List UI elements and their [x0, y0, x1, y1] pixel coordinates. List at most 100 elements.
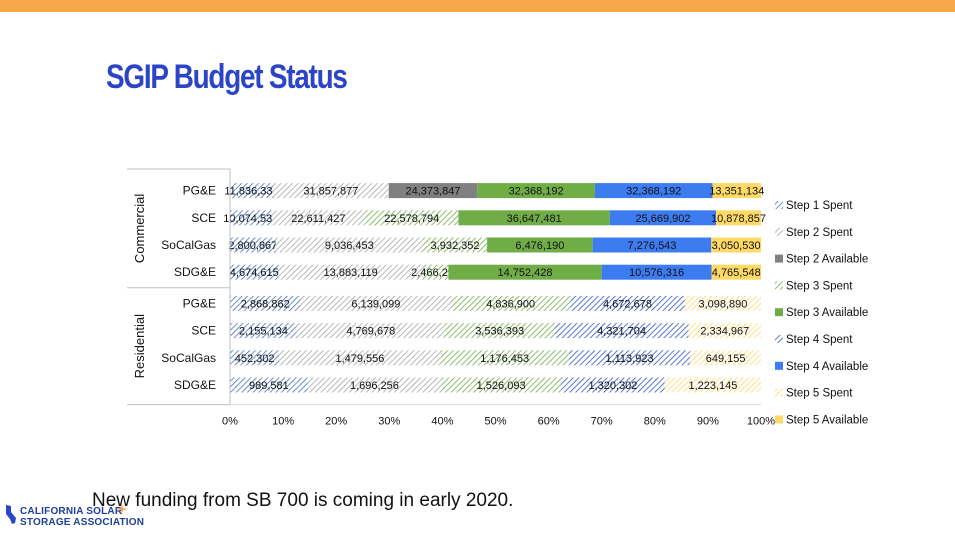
x-tick-label: 100% — [747, 416, 775, 428]
data-label: 11,836,332 — [224, 186, 278, 198]
bar-segment — [230, 350, 280, 366]
footer-note: New funding from SB 700 is coming in ear… — [92, 490, 514, 511]
data-label: 1,176,453 — [480, 353, 529, 365]
bar-segment — [711, 237, 761, 253]
bar-segment — [440, 350, 569, 366]
bar-segment — [594, 183, 713, 199]
bar-segment — [275, 237, 423, 253]
legend-label: Step 4 Available — [786, 361, 868, 373]
bar-segment — [230, 377, 308, 393]
data-label: 2,155,134 — [239, 326, 288, 338]
legend-label: Step 3 Available — [786, 307, 868, 319]
data-label: 6,476,190 — [515, 240, 564, 252]
x-tick-label: 50% — [484, 416, 506, 428]
bar-segment — [230, 183, 274, 199]
bar-segment — [601, 264, 712, 280]
data-label: 22,611,427 — [291, 213, 345, 225]
data-label: 1,479,556 — [335, 353, 384, 365]
bar-segment — [271, 210, 366, 226]
x-tick-label: 40% — [431, 416, 453, 428]
data-label: 3,932,352 — [431, 240, 480, 252]
sun-star-icon — [116, 503, 128, 515]
category-label: PG&E — [183, 184, 216, 198]
bar-segment — [554, 323, 689, 339]
bar-segment — [307, 377, 442, 393]
data-label: 24,373,847 — [405, 186, 460, 198]
bar-segment — [690, 350, 761, 366]
x-tick-label: 0% — [222, 416, 238, 428]
bar-segment — [230, 237, 276, 253]
x-tick-label: 20% — [325, 416, 347, 428]
bar-segment — [477, 183, 595, 199]
data-label: 10,878,857 — [711, 213, 766, 225]
legend-swatch — [775, 415, 783, 424]
bar-segment — [487, 237, 593, 253]
data-label: 1,526,093 — [477, 380, 526, 392]
category-label: SDG&E — [174, 265, 216, 279]
bar-segment — [561, 377, 665, 393]
logo-text-line2: STORAGE ASSOCIATION — [20, 517, 145, 528]
bar-segment — [300, 295, 452, 311]
legend-label: Step 1 Spent — [786, 200, 853, 212]
bar-segment — [688, 323, 761, 339]
legend-swatch — [775, 388, 783, 397]
bar-segment — [684, 295, 761, 311]
data-label: 3,050,530 — [712, 240, 761, 252]
category-label: PG&E — [183, 296, 216, 310]
group-label: Residential — [132, 314, 147, 378]
group-label: Commercial — [132, 194, 147, 263]
category-label: SCE — [191, 324, 216, 338]
legend-label: Step 2 Spent — [786, 227, 853, 239]
data-label: 13,351,134 — [709, 186, 764, 198]
california-map-icon — [6, 505, 16, 524]
data-label: 32,368,192 — [626, 186, 681, 198]
bar-segment — [296, 323, 445, 339]
legend-label: Step 3 Spent — [786, 280, 853, 292]
data-label: 649,155 — [706, 353, 746, 365]
data-label: 4,765,548 — [712, 267, 761, 279]
category-label: SoCalGas — [161, 351, 216, 365]
bar-segment — [592, 237, 712, 253]
category-label: SoCalGas — [161, 238, 216, 252]
x-tick-label: 30% — [378, 416, 400, 428]
bar-segment — [388, 183, 478, 199]
slide-title: SGIP Budget Status — [106, 58, 348, 96]
x-tick-label: 90% — [697, 416, 719, 428]
bar-segment — [712, 183, 761, 199]
legend-swatch — [775, 201, 783, 209]
data-label: 2,334,967 — [700, 326, 749, 338]
csa-logo: CALIFORNIA SOLAR STORAGE ASSOCIATION — [4, 500, 144, 530]
data-label: 2,800,867 — [228, 240, 277, 252]
data-label: 989,581 — [249, 380, 289, 392]
bar-segment — [664, 377, 761, 393]
data-label: 13,883,119 — [324, 267, 378, 279]
data-label: 6,139,099 — [351, 298, 400, 310]
bar-segment — [444, 323, 555, 339]
bar-segment — [711, 264, 761, 280]
data-label: 31,857,877 — [303, 186, 358, 198]
x-tick-label: 60% — [538, 416, 560, 428]
legend-label: Step 4 Spent — [786, 334, 853, 346]
bar-segment — [365, 210, 459, 226]
bar-segment — [422, 237, 488, 253]
bar-segment — [422, 264, 449, 280]
data-label: 2,466,297 — [411, 267, 460, 279]
data-label: 1,320,302 — [588, 380, 637, 392]
data-label: 14,752,428 — [497, 267, 552, 279]
bar-segment — [230, 210, 272, 226]
x-tick-label: 70% — [591, 416, 613, 428]
data-label: 4,769,678 — [346, 326, 395, 338]
bar-segment — [451, 295, 571, 311]
data-label: 7,276,543 — [627, 240, 676, 252]
data-label: 36,647,481 — [507, 213, 562, 225]
legend-swatch — [775, 227, 783, 236]
data-label: 1,223,145 — [688, 380, 737, 392]
data-label: 25,669,902 — [635, 213, 690, 225]
data-label: 9,036,453 — [325, 240, 374, 252]
legend-label: Step 5 Spent — [786, 388, 853, 400]
logo-text-line1: CALIFORNIA SOLAR — [20, 506, 123, 517]
data-label: 3,536,393 — [475, 326, 524, 338]
legend-swatch — [775, 361, 783, 370]
bar-segment — [230, 264, 279, 280]
